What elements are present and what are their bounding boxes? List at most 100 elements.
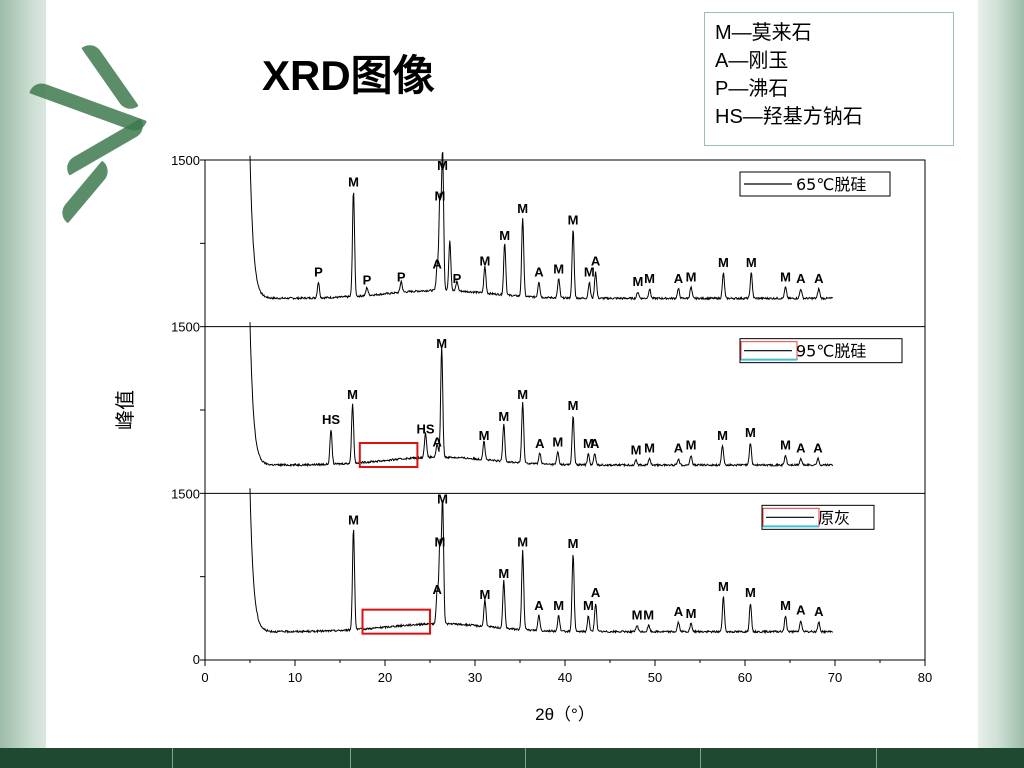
peak-label: M	[434, 535, 445, 550]
peak-label: M	[717, 428, 728, 443]
peak-label: A	[433, 434, 443, 449]
x-tick-label: 50	[648, 670, 662, 685]
legend-item-mullite: M—莫来石	[715, 22, 812, 44]
diffraction-trace	[249, 488, 834, 635]
peak-label: A	[590, 436, 600, 451]
legend-item-zeolite: P—沸石	[715, 78, 789, 100]
x-tick-label: 10	[288, 670, 302, 685]
peak-label: A	[796, 603, 806, 618]
peak-label: M	[780, 438, 791, 453]
peak-label: P	[453, 271, 462, 286]
peak-label: M	[499, 228, 510, 243]
peak-label: A	[796, 271, 806, 286]
peak-label: A	[813, 441, 823, 456]
peak-label: A	[814, 271, 824, 286]
peak-label: A	[674, 271, 684, 286]
peak-label: M	[686, 269, 697, 284]
peak-label: M	[644, 441, 655, 456]
diffraction-trace	[249, 151, 834, 301]
peak-label: M	[583, 598, 594, 613]
peak-label: M	[436, 336, 447, 351]
peak-label: M	[517, 201, 528, 216]
peak-label: M	[643, 607, 654, 622]
peak-label: M	[584, 265, 595, 280]
legend-item-hydroxysodalite: HS—羟基方钠石	[715, 106, 863, 128]
peak-label: P	[363, 272, 372, 287]
peak-label: HS	[416, 422, 434, 437]
background-bottom-strip	[0, 748, 1024, 768]
peak-label: A	[591, 585, 601, 600]
y-axis-title: 峰值	[113, 390, 137, 430]
legend-item-corundum: A—刚玉	[715, 50, 789, 72]
phase-legend: M—莫来石 A—刚玉 P—沸石 HS—羟基方钠石	[704, 12, 954, 146]
series-legend-label: 95℃脱硅	[796, 342, 866, 361]
peak-label: M	[780, 598, 791, 613]
peak-label: M	[780, 269, 791, 284]
peak-label: M	[437, 158, 448, 173]
x-tick-label: 80	[918, 670, 932, 685]
peak-label: M	[479, 428, 490, 443]
peak-label: A	[433, 582, 443, 597]
peak-label: M	[746, 255, 757, 270]
peak-label: M	[745, 425, 756, 440]
background-right-panel	[976, 0, 1024, 768]
peak-label: A	[433, 257, 443, 272]
peak-label: M	[632, 274, 643, 289]
peak-label: M	[745, 585, 756, 600]
diffraction-trace	[249, 322, 834, 468]
x-tick-label: 70	[828, 670, 842, 685]
peak-label: M	[583, 436, 594, 451]
peak-label: A	[674, 604, 684, 619]
peak-label: M	[553, 261, 564, 276]
peak-label: A	[814, 604, 824, 619]
peak-label: M	[553, 598, 564, 613]
peak-label: M	[568, 212, 579, 227]
x-tick-label: 0	[201, 670, 208, 685]
peak-label: M	[568, 536, 579, 551]
peak-label: HS	[322, 412, 340, 427]
peak-label: M	[437, 491, 448, 506]
peak-label: M	[686, 606, 697, 621]
peak-label: A	[534, 598, 544, 613]
peak-label: A	[591, 253, 601, 268]
peak-label: A	[535, 436, 545, 451]
series-legend-label: 原灰	[818, 508, 850, 527]
peak-label: A	[796, 441, 806, 456]
peak-label: M	[517, 535, 528, 550]
y-max-label: 1500	[171, 486, 200, 501]
peak-label: M	[498, 566, 509, 581]
peak-label: P	[314, 265, 323, 280]
x-tick-label: 60	[738, 670, 752, 685]
peak-label: M	[517, 387, 528, 402]
highlight-box	[358, 442, 419, 468]
peak-label: M	[718, 255, 729, 270]
peak-label: M	[644, 271, 655, 286]
peak-label: A	[674, 441, 684, 456]
peak-label: M	[568, 398, 579, 413]
x-tick-label: 40	[558, 670, 572, 685]
y-max-label: 1500	[171, 153, 200, 168]
y-min-label: 0	[193, 652, 200, 667]
peak-label: M	[631, 442, 642, 457]
peak-label: M	[632, 607, 643, 622]
highlight-box	[361, 608, 431, 635]
peak-label: M	[479, 587, 490, 602]
y-max-label: 1500	[171, 320, 200, 335]
x-tick-label: 30	[468, 670, 482, 685]
peak-label: M	[552, 434, 563, 449]
peak-label: M	[348, 174, 359, 189]
peak-label: M	[479, 253, 490, 268]
series-legend-label: 65℃脱硅	[796, 175, 866, 194]
peak-label: M	[348, 512, 359, 527]
peak-label: M	[718, 579, 729, 594]
plot-frame	[204, 159, 926, 661]
x-tick-label: 20	[378, 670, 392, 685]
x-axis-title: 2θ（°）	[535, 705, 595, 724]
peak-label: M	[347, 387, 358, 402]
peak-label: M	[686, 438, 697, 453]
peak-label: A	[534, 265, 544, 280]
peak-label: P	[397, 269, 406, 284]
peak-label: M	[434, 189, 445, 204]
peak-label: M	[498, 409, 509, 424]
